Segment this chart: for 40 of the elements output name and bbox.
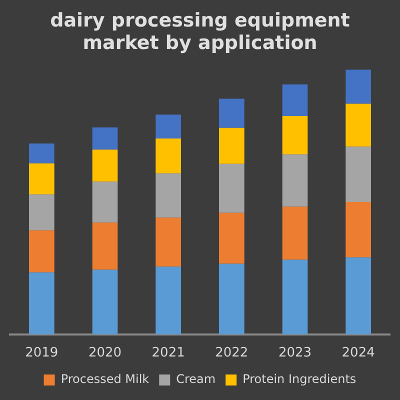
bar <box>92 270 118 334</box>
bar <box>282 260 308 334</box>
bar <box>156 138 181 174</box>
x-tick-label: 2024 <box>342 346 375 361</box>
legend-label: Cream <box>176 372 216 386</box>
bar <box>219 264 244 334</box>
bar <box>346 104 371 147</box>
chart-title: dairy processing equipment market by application <box>50 9 350 54</box>
legend-label: Processed Milk <box>60 372 150 386</box>
bar <box>282 206 308 260</box>
x-tick-label: 2023 <box>278 346 312 361</box>
legend-label: Protein Ingredients <box>242 372 356 386</box>
bar <box>346 257 371 334</box>
x-tick-label: 2022 <box>215 346 248 361</box>
bar <box>282 84 308 116</box>
bar <box>219 98 244 128</box>
bar <box>346 202 371 258</box>
bar <box>29 272 54 334</box>
bar <box>282 154 308 207</box>
bar <box>282 116 308 154</box>
bar <box>29 163 54 194</box>
bar <box>156 114 181 138</box>
bar <box>92 182 118 223</box>
x-tick-label: 2021 <box>152 346 185 361</box>
bar <box>156 218 181 267</box>
bar <box>92 222 118 270</box>
bar <box>156 266 181 334</box>
bar <box>92 127 118 150</box>
bar <box>219 212 244 264</box>
bar <box>219 164 244 213</box>
bar <box>92 150 118 182</box>
bar <box>346 70 371 104</box>
bar <box>346 146 371 202</box>
bar <box>219 128 244 164</box>
bar <box>156 173 181 218</box>
x-tick-label: 2020 <box>88 346 122 361</box>
bar <box>29 143 54 164</box>
bar <box>29 230 54 272</box>
x-tick-label: 2019 <box>25 346 58 361</box>
bar <box>29 194 54 230</box>
